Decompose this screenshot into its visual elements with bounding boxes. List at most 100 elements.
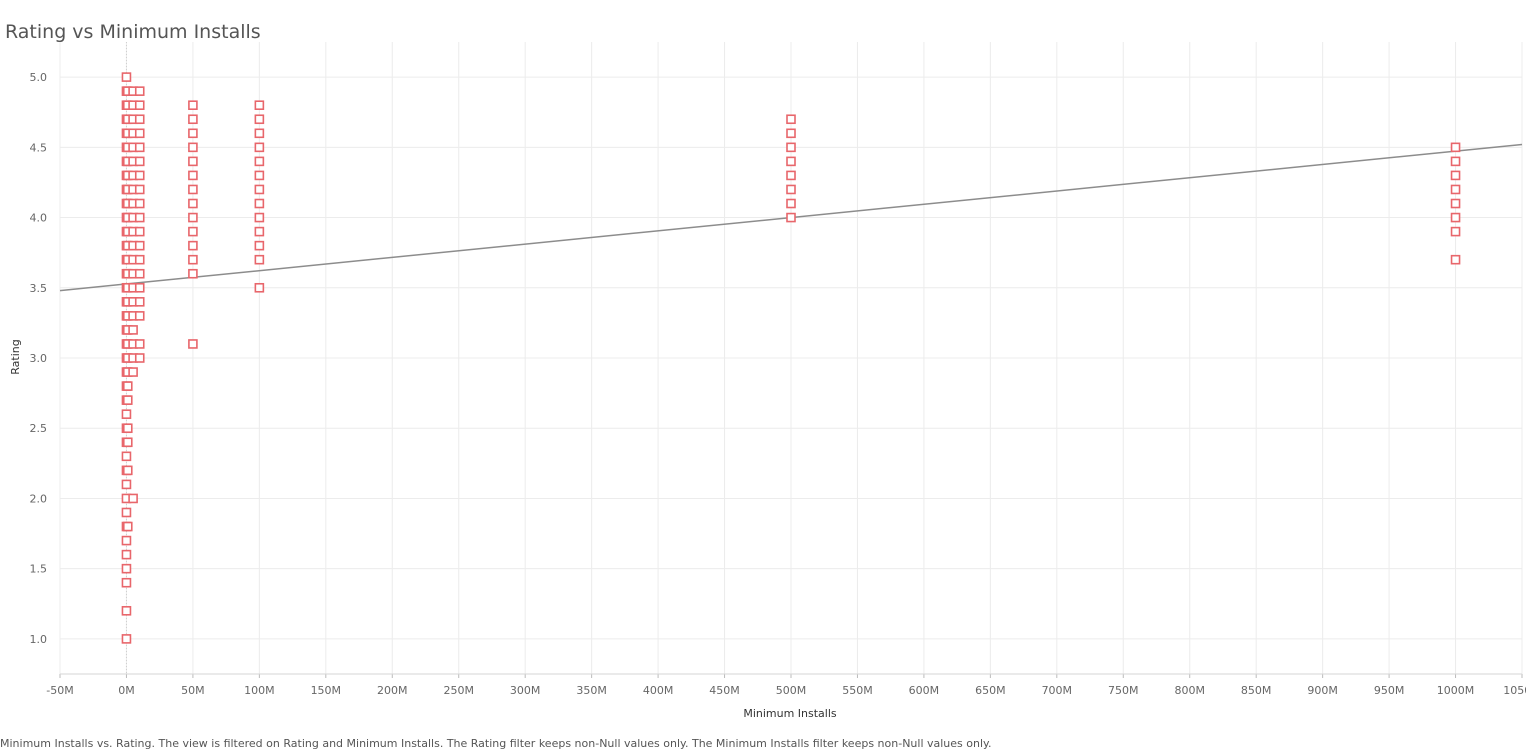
x-tick-label: 100M xyxy=(244,684,275,697)
data-point[interactable] xyxy=(188,339,198,349)
data-point[interactable] xyxy=(1450,156,1461,167)
data-point[interactable] xyxy=(188,184,198,195)
data-point[interactable] xyxy=(134,100,145,110)
data-point[interactable] xyxy=(254,156,265,167)
x-tick-label: 0M xyxy=(118,684,135,697)
data-point[interactable] xyxy=(254,128,265,139)
x-tick-label: 550M xyxy=(842,684,873,697)
data-point[interactable] xyxy=(134,156,145,167)
data-point[interactable] xyxy=(134,339,145,349)
data-point[interactable] xyxy=(1450,170,1461,181)
data-point[interactable] xyxy=(254,170,265,181)
data-point[interactable] xyxy=(786,198,796,209)
data-point[interactable] xyxy=(121,549,132,560)
data-point[interactable] xyxy=(134,86,145,96)
data-point[interactable] xyxy=(121,577,132,588)
data-point[interactable] xyxy=(188,198,198,209)
data-point[interactable] xyxy=(134,142,145,153)
data-point[interactable] xyxy=(254,212,265,223)
data-point[interactable] xyxy=(188,142,198,153)
data-point[interactable] xyxy=(121,605,132,616)
data-point[interactable] xyxy=(134,212,145,223)
data-point[interactable] xyxy=(1450,212,1461,223)
data-point[interactable] xyxy=(786,156,796,167)
data-point[interactable] xyxy=(188,114,198,125)
data-point[interactable] xyxy=(128,367,138,377)
y-tick-label: 1.5 xyxy=(30,563,48,576)
data-point[interactable] xyxy=(188,226,198,237)
data-point[interactable] xyxy=(121,479,132,490)
data-point[interactable] xyxy=(122,521,133,532)
data-point[interactable] xyxy=(128,325,138,335)
data-point[interactable] xyxy=(121,451,132,462)
data-point[interactable] xyxy=(1450,254,1461,265)
data-point[interactable] xyxy=(122,381,133,391)
y-tick-label: 4.5 xyxy=(30,141,48,154)
data-point[interactable] xyxy=(1450,226,1461,237)
data-point[interactable] xyxy=(1450,198,1461,209)
x-tick-label: -50M xyxy=(46,684,73,697)
data-point[interactable] xyxy=(254,226,265,237)
data-point[interactable] xyxy=(134,170,145,181)
data-point[interactable] xyxy=(121,507,132,518)
x-tick-label: 50M xyxy=(181,684,205,697)
data-point[interactable] xyxy=(121,535,132,546)
data-point[interactable] xyxy=(188,240,198,251)
data-point[interactable] xyxy=(121,409,132,419)
data-point[interactable] xyxy=(134,114,145,125)
x-tick-label: 150M xyxy=(311,684,342,697)
data-point[interactable] xyxy=(254,198,265,209)
data-point[interactable] xyxy=(121,72,132,82)
data-point[interactable] xyxy=(188,170,198,181)
data-point[interactable] xyxy=(134,240,145,251)
data-point[interactable] xyxy=(134,184,145,195)
data-point[interactable] xyxy=(134,128,145,139)
data-point[interactable] xyxy=(134,282,145,293)
x-tick-label: 500M xyxy=(776,684,807,697)
data-point[interactable] xyxy=(134,353,145,363)
data-point[interactable] xyxy=(121,634,132,644)
data-point[interactable] xyxy=(122,423,133,434)
data-point[interactable] xyxy=(786,184,796,195)
data-point[interactable] xyxy=(134,226,145,237)
data-point[interactable] xyxy=(1450,184,1461,195)
data-point[interactable] xyxy=(786,128,796,139)
data-point[interactable] xyxy=(786,142,796,153)
data-point[interactable] xyxy=(254,114,265,125)
data-point[interactable] xyxy=(134,268,145,279)
data-point[interactable] xyxy=(121,563,132,574)
data-point[interactable] xyxy=(786,212,796,223)
data-point[interactable] xyxy=(254,184,265,195)
data-point[interactable] xyxy=(134,254,145,265)
data-point[interactable] xyxy=(122,437,133,448)
data-point[interactable] xyxy=(188,254,198,265)
x-axis-title: Minimum Installs xyxy=(743,707,837,720)
data-point[interactable] xyxy=(188,128,198,139)
data-point[interactable] xyxy=(254,100,265,110)
data-point[interactable] xyxy=(254,282,265,293)
data-point[interactable] xyxy=(1450,142,1461,153)
data-point[interactable] xyxy=(254,142,265,153)
data-point[interactable] xyxy=(254,240,265,251)
data-point[interactable] xyxy=(188,100,198,110)
data-point[interactable] xyxy=(122,465,133,476)
data-point[interactable] xyxy=(134,311,145,321)
y-tick-label: 5.0 xyxy=(30,71,48,84)
y-tick-label: 1.0 xyxy=(30,633,48,646)
data-point[interactable] xyxy=(188,212,198,223)
data-point[interactable] xyxy=(188,156,198,167)
x-tick-label: 700M xyxy=(1042,684,1073,697)
data-point[interactable] xyxy=(786,114,796,125)
x-tick-label: 600M xyxy=(909,684,940,697)
data-point[interactable] xyxy=(134,297,145,307)
data-point[interactable] xyxy=(128,493,138,504)
chart-title: Rating vs Minimum Installs xyxy=(5,20,261,43)
y-tick-label: 2.0 xyxy=(30,492,48,505)
data-point[interactable] xyxy=(254,254,265,265)
y-tick-label: 3.5 xyxy=(30,282,48,295)
x-tick-label: 400M xyxy=(643,684,674,697)
data-point[interactable] xyxy=(786,170,796,181)
data-point[interactable] xyxy=(188,268,198,279)
data-point[interactable] xyxy=(134,198,145,209)
data-point[interactable] xyxy=(122,395,133,405)
